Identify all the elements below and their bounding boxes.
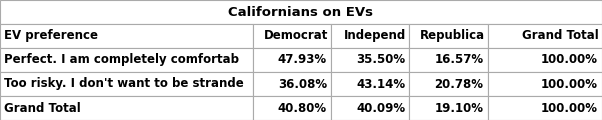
Bar	[253, 96, 331, 120]
Bar	[331, 48, 409, 72]
Bar	[253, 24, 331, 48]
Bar	[0, 96, 253, 120]
Text: Democrat: Democrat	[264, 30, 328, 42]
Bar	[253, 72, 331, 96]
Text: 16.57%: 16.57%	[434, 54, 483, 66]
Text: 36.08%: 36.08%	[278, 78, 327, 90]
Bar	[409, 96, 488, 120]
Text: Too risky. I don't want to be strande: Too risky. I don't want to be strande	[4, 78, 244, 90]
Text: 19.10%: 19.10%	[435, 102, 483, 114]
Text: Californians on EVs: Californians on EVs	[229, 6, 373, 18]
Text: 100.00%: 100.00%	[541, 102, 598, 114]
Bar	[409, 24, 488, 48]
Bar	[488, 96, 602, 120]
Text: 40.80%: 40.80%	[278, 102, 327, 114]
Bar	[0, 72, 253, 96]
Text: Republica: Republica	[420, 30, 485, 42]
Bar	[409, 48, 488, 72]
Bar	[253, 48, 331, 72]
Bar	[0, 0, 602, 24]
Text: 47.93%: 47.93%	[278, 54, 327, 66]
Bar	[331, 96, 409, 120]
Text: Perfect. I am completely comfortab: Perfect. I am completely comfortab	[4, 54, 239, 66]
Text: 43.14%: 43.14%	[356, 78, 405, 90]
Text: 20.78%: 20.78%	[435, 78, 483, 90]
Bar	[331, 72, 409, 96]
Text: EV preference: EV preference	[4, 30, 98, 42]
Text: 100.00%: 100.00%	[541, 54, 598, 66]
Text: 35.50%: 35.50%	[356, 54, 405, 66]
Text: Grand Total: Grand Total	[523, 30, 599, 42]
Bar	[331, 24, 409, 48]
Text: Independ: Independ	[344, 30, 406, 42]
Text: 40.09%: 40.09%	[356, 102, 405, 114]
Bar	[488, 72, 602, 96]
Bar	[488, 24, 602, 48]
Bar	[0, 48, 253, 72]
Bar	[0, 24, 253, 48]
Text: Grand Total: Grand Total	[4, 102, 81, 114]
Bar	[409, 72, 488, 96]
Text: 100.00%: 100.00%	[541, 78, 598, 90]
Bar	[488, 48, 602, 72]
